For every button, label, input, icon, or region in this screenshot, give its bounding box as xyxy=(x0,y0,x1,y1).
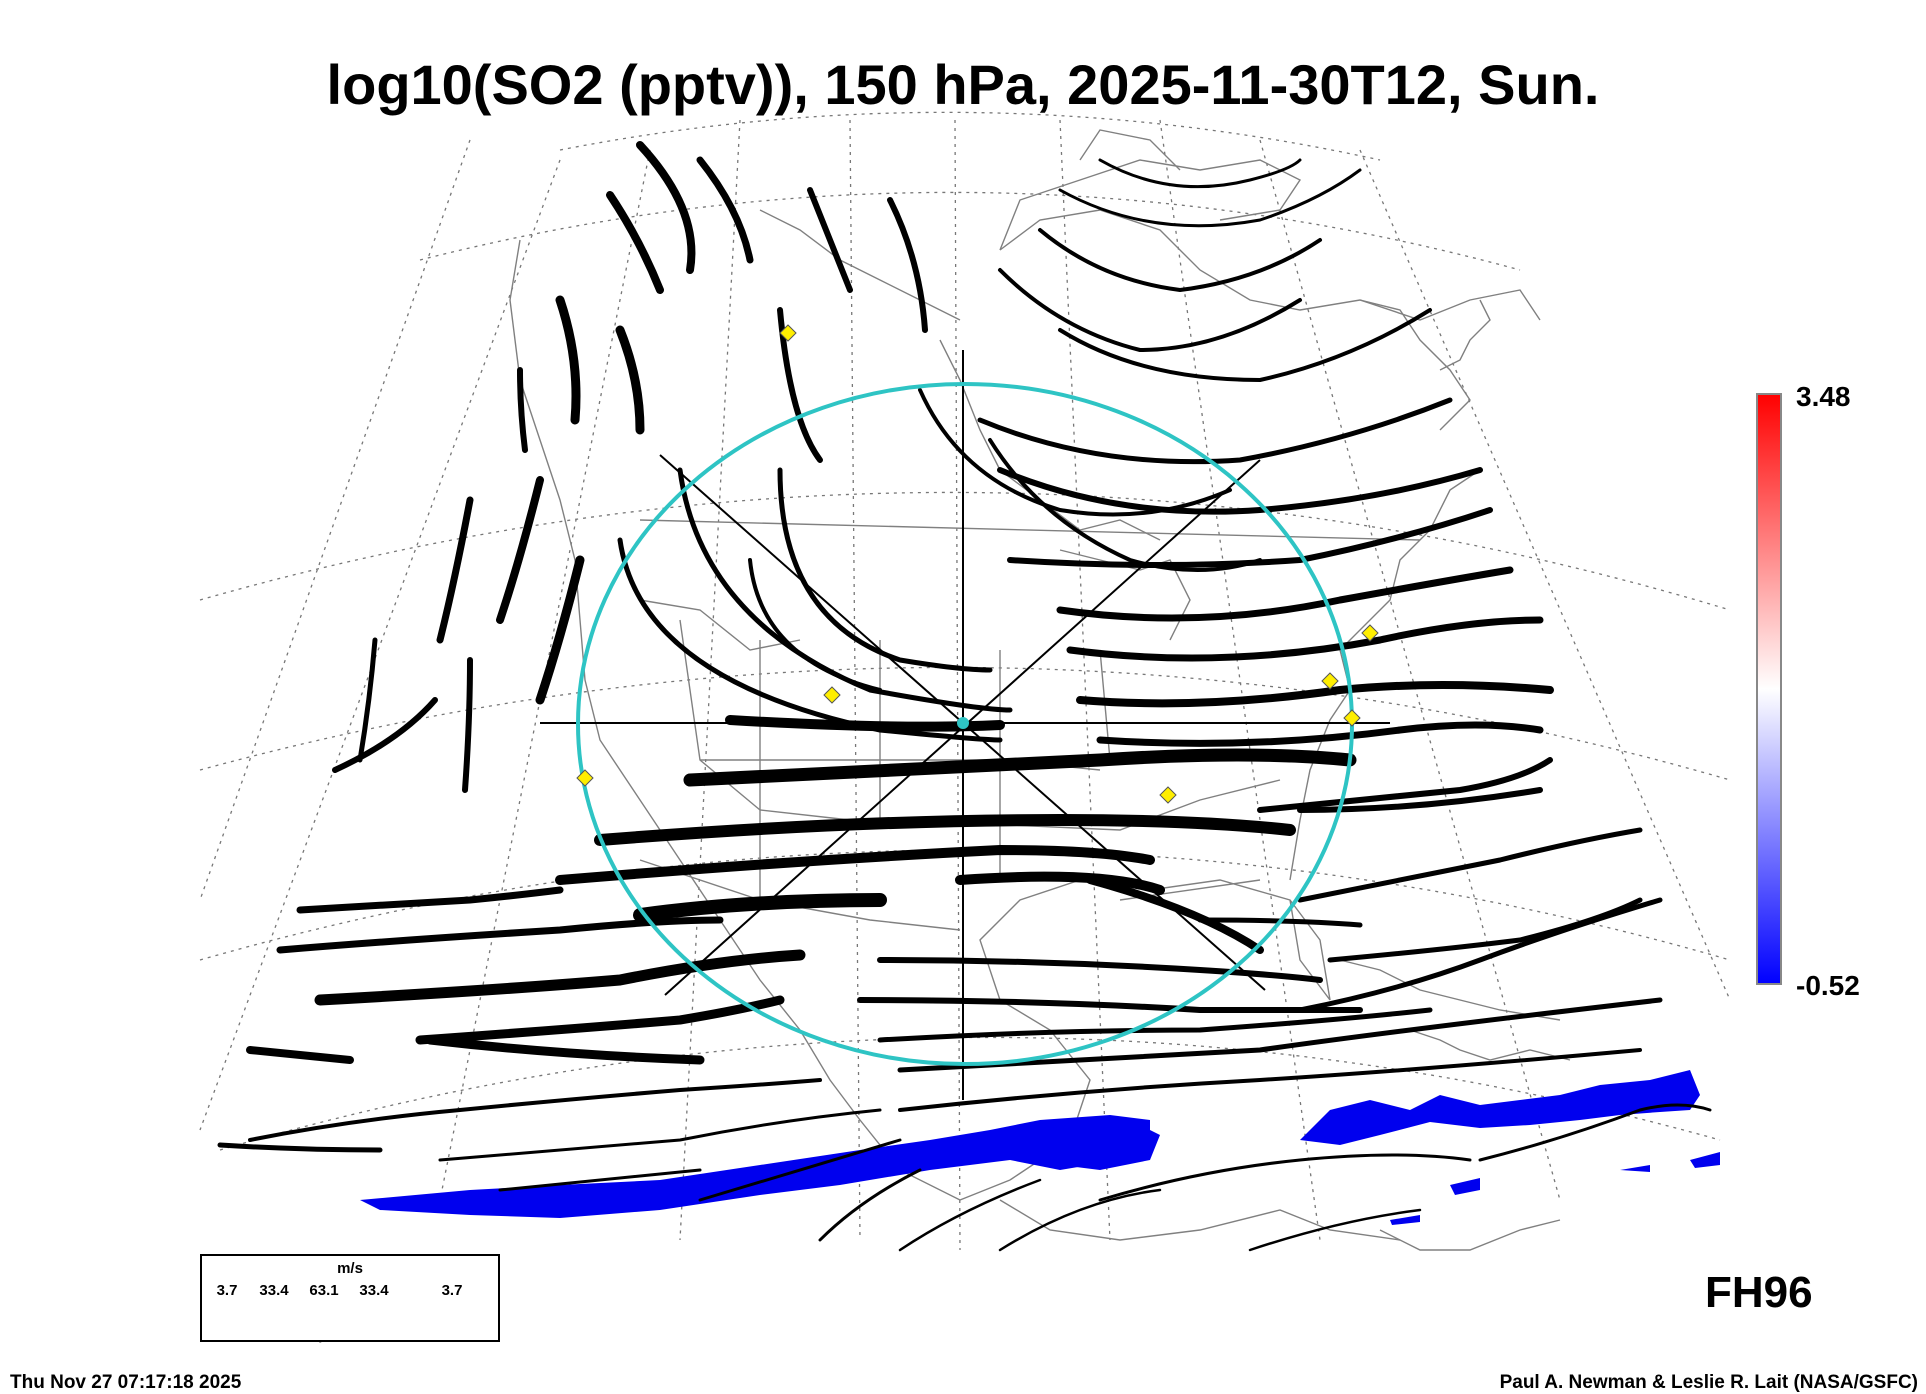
colorbar-max-label: 3.48 xyxy=(1796,381,1851,412)
footer-timestamp: Thu Nov 27 07:17:18 2025 xyxy=(10,1372,242,1393)
coastlines xyxy=(509,129,1571,1251)
site-marker-icon xyxy=(1361,624,1379,642)
wind-streamlines xyxy=(217,141,1712,1252)
wind-legend-value: 3.7 xyxy=(441,1282,463,1299)
site-marker-icon xyxy=(779,324,797,342)
wind-legend-value: 3.7 xyxy=(216,1282,238,1299)
forecast-hour-label: FH96 xyxy=(1705,1268,1813,1317)
graticule xyxy=(199,111,1731,1251)
wind-legend-value: 33.4 xyxy=(259,1282,289,1299)
site-marker-icon xyxy=(576,769,594,787)
site-marker-icon xyxy=(1321,672,1339,690)
map-title: log10(SO2 (pptv)), 150 hPa, 2025-11-30T1… xyxy=(326,53,1600,116)
center-marker xyxy=(957,717,969,729)
colorbar xyxy=(1756,393,1782,985)
wind-legend-unit: m/s xyxy=(337,1260,363,1277)
site-marker-icon xyxy=(823,686,841,704)
colorbar-min-label: -0.52 xyxy=(1796,970,1860,1001)
footer-credit: Paul A. Newman & Leslie R. Lait (NASA/GS… xyxy=(1499,1372,1918,1393)
wind-legend: m/s 3.7 33.4 63.1 33.4 3.7 xyxy=(200,1254,500,1342)
site-marker-icon xyxy=(1343,709,1361,727)
wind-legend-value: 33.4 xyxy=(359,1282,389,1299)
site-marker-icon xyxy=(1159,786,1177,804)
wind-legend-value: 63.1 xyxy=(309,1282,339,1299)
so2-concentration-fill xyxy=(360,1070,1720,1225)
site-markers xyxy=(576,324,1379,804)
